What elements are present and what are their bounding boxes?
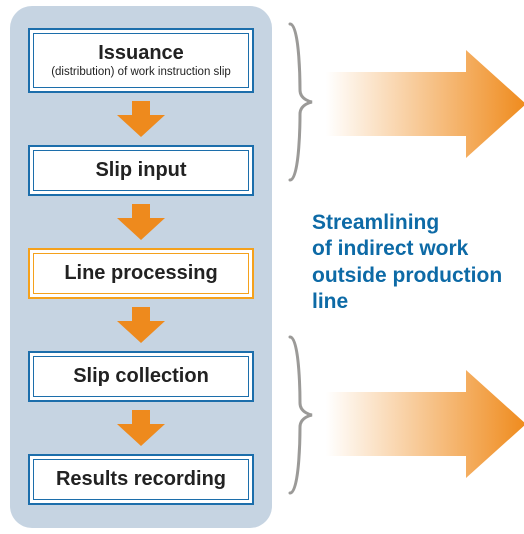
step-inner: Issuance(distribution) of work instructi…	[33, 33, 249, 88]
headline-line2: of indirect work	[312, 237, 468, 260]
result-arrow-top	[326, 50, 524, 158]
down-arrow-icon	[117, 410, 165, 446]
headline-line1: Streamlining	[312, 211, 439, 234]
step-title: Slip input	[95, 159, 186, 182]
step-inner: Slip input	[33, 150, 249, 191]
step-title: Issuance	[98, 42, 184, 65]
headline-line4: line	[312, 290, 348, 313]
result-arrow-bottom	[326, 370, 524, 478]
step-4: Slip collection	[28, 351, 254, 402]
headline-text: Streamlining of indirect work outside pr…	[312, 210, 502, 315]
step-inner: Results recording	[33, 459, 249, 500]
brace-bottom	[286, 335, 314, 495]
step-1: Issuance(distribution) of work instructi…	[28, 28, 254, 93]
step-2: Slip input	[28, 145, 254, 196]
step-3: Line processing	[28, 248, 254, 299]
step-inner: Slip collection	[33, 356, 249, 397]
down-arrow-icon	[117, 101, 165, 137]
headline-line3: outside production	[312, 264, 502, 287]
step-title: Results recording	[56, 468, 226, 491]
brace-top	[286, 22, 314, 182]
down-arrow-icon	[117, 307, 165, 343]
step-title: Slip collection	[73, 365, 209, 388]
process-panel: Issuance(distribution) of work instructi…	[10, 6, 272, 528]
step-subtitle: (distribution) of work instruction slip	[51, 66, 231, 79]
step-inner: Line processing	[33, 253, 249, 294]
down-arrow-icon	[117, 204, 165, 240]
right-area: Streamlining of indirect work outside pr…	[286, 0, 524, 534]
step-title: Line processing	[64, 262, 217, 285]
step-5: Results recording	[28, 454, 254, 505]
